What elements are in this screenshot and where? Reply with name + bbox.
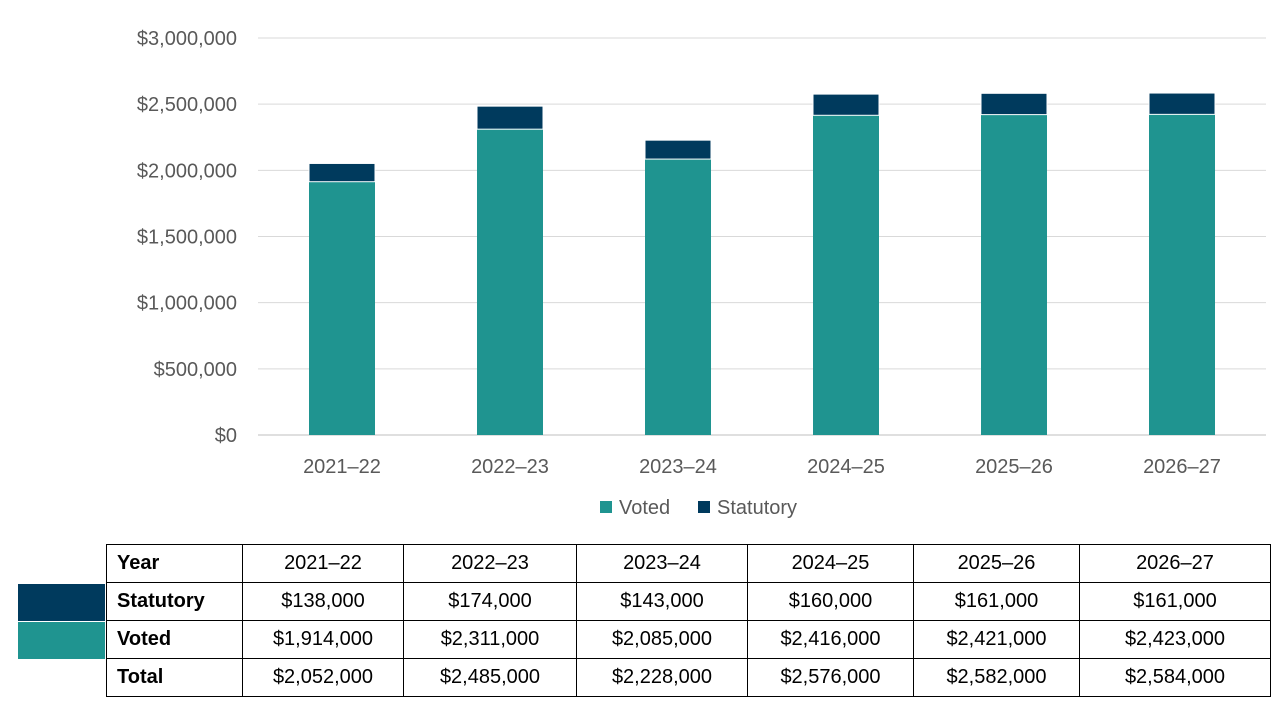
table-row-year: Year 2021–22 2022–23 2023–24 2024–25 202… [106,544,1271,583]
y-tick-label: $2,000,000 [137,160,237,182]
x-tick-label: 2024–25 [807,456,885,478]
row-label: Statutory [106,582,243,621]
bar-statutory [980,92,1048,116]
bar-statutory [308,162,376,183]
y-tick-label: $1,000,000 [137,293,237,315]
y-tick-label: $1,500,000 [137,227,237,249]
legend-swatch [600,501,612,513]
y-tick-label: $500,000 [154,359,237,381]
legend-label: Statutory [717,497,797,519]
table-cell: $2,052,000 [242,658,404,697]
table-cell: $138,000 [242,582,404,621]
row-label: Total [106,658,243,697]
row-label: Year [106,544,243,583]
table-cell: 2023–24 [576,544,748,583]
table-cell: $161,000 [1079,582,1271,621]
y-tick-label: $3,000,000 [137,28,237,50]
table-cell: 2026–27 [1079,544,1271,583]
table-cell: 2024–25 [747,544,914,583]
table-cell: $174,000 [403,582,577,621]
table-cell: $160,000 [747,582,914,621]
x-tick-label: 2025–26 [975,456,1053,478]
table-cell: $2,311,000 [403,620,577,659]
bar-voted [309,181,375,435]
bar-statutory [1148,92,1216,115]
gridlines [258,37,1266,436]
table-row-statutory: Statutory $138,000 $174,000 $143,000 $16… [106,582,1271,621]
bar-voted [813,115,879,436]
x-axis-tick-labels: 2021–22 2022–23 2023–24 2024–25 2025–26 2026–… [303,456,1221,478]
bar-voted [477,129,543,435]
table-cell: $161,000 [913,582,1080,621]
table-row-total: Total $2,052,000 $2,485,000 $2,228,000 $… [106,658,1271,697]
y-axis-tick-labels: $0 $500,000 $1,000,000 $1,500,000 $2,000,000… [137,28,237,447]
table-cell: $2,485,000 [403,658,577,697]
table-cell: $1,914,000 [242,620,404,659]
x-tick-label: 2021–22 [303,456,381,478]
legend-swatch [698,501,710,513]
bar-voted [981,114,1047,435]
bar-statutory [644,139,712,160]
stacked-bar-chart: $0 $500,000 $1,000,000 $1,500,000 $2,000,000… [137,28,1266,519]
table-cell: $2,582,000 [913,658,1080,697]
table-cell: $2,085,000 [576,620,748,659]
bar-voted [645,159,711,435]
voted-swatch [18,622,105,659]
table-cell: $2,576,000 [747,658,914,697]
statutory-swatch [18,584,105,621]
x-tick-label: 2023–24 [639,456,717,478]
table-cell: $2,228,000 [576,658,748,697]
table-row-voted: Voted $1,914,000 $2,311,000 $2,085,000 $… [106,620,1271,659]
y-tick-label: $0 [215,425,237,447]
legend: Voted Statutory [600,497,797,519]
data-table: Year 2021–22 2022–23 2023–24 2024–25 202… [106,544,1271,697]
table-cell: $2,416,000 [747,620,914,659]
table-cell: $2,584,000 [1079,658,1271,697]
y-tick-label: $2,500,000 [137,94,237,116]
row-label: Voted [106,620,243,659]
table-cell: 2021–22 [242,544,404,583]
table-cell: $2,421,000 [913,620,1080,659]
bar-statutory [476,105,544,130]
bar-voted [1149,114,1215,436]
bars [308,92,1216,436]
table-cell: $143,000 [576,582,748,621]
bar-statutory [812,93,880,116]
table-cell: 2025–26 [913,544,1080,583]
x-tick-label: 2022–23 [471,456,549,478]
legend-label: Voted [619,497,670,519]
x-tick-label: 2026–27 [1143,456,1221,478]
table-cell: 2022–23 [403,544,577,583]
table-cell: $2,423,000 [1079,620,1271,659]
